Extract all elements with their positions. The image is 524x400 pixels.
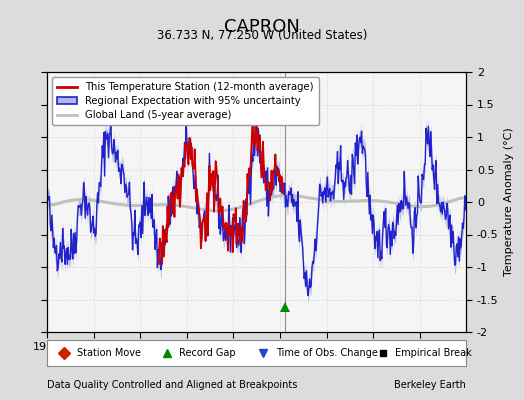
Text: Berkeley Earth: Berkeley Earth — [395, 380, 466, 390]
Text: Record Gap: Record Gap — [179, 348, 236, 358]
Y-axis label: Temperature Anomaly (°C): Temperature Anomaly (°C) — [504, 128, 514, 276]
Text: Station Move: Station Move — [77, 348, 140, 358]
Text: Data Quality Controlled and Aligned at Breakpoints: Data Quality Controlled and Aligned at B… — [47, 380, 298, 390]
Text: 36.733 N, 77.250 W (United States): 36.733 N, 77.250 W (United States) — [157, 29, 367, 42]
Text: CAPRON: CAPRON — [224, 18, 300, 36]
Text: Empirical Break: Empirical Break — [395, 348, 472, 358]
Legend: This Temperature Station (12-month average), Regional Expectation with 95% uncer: This Temperature Station (12-month avera… — [52, 77, 319, 125]
Text: Time of Obs. Change: Time of Obs. Change — [276, 348, 377, 358]
